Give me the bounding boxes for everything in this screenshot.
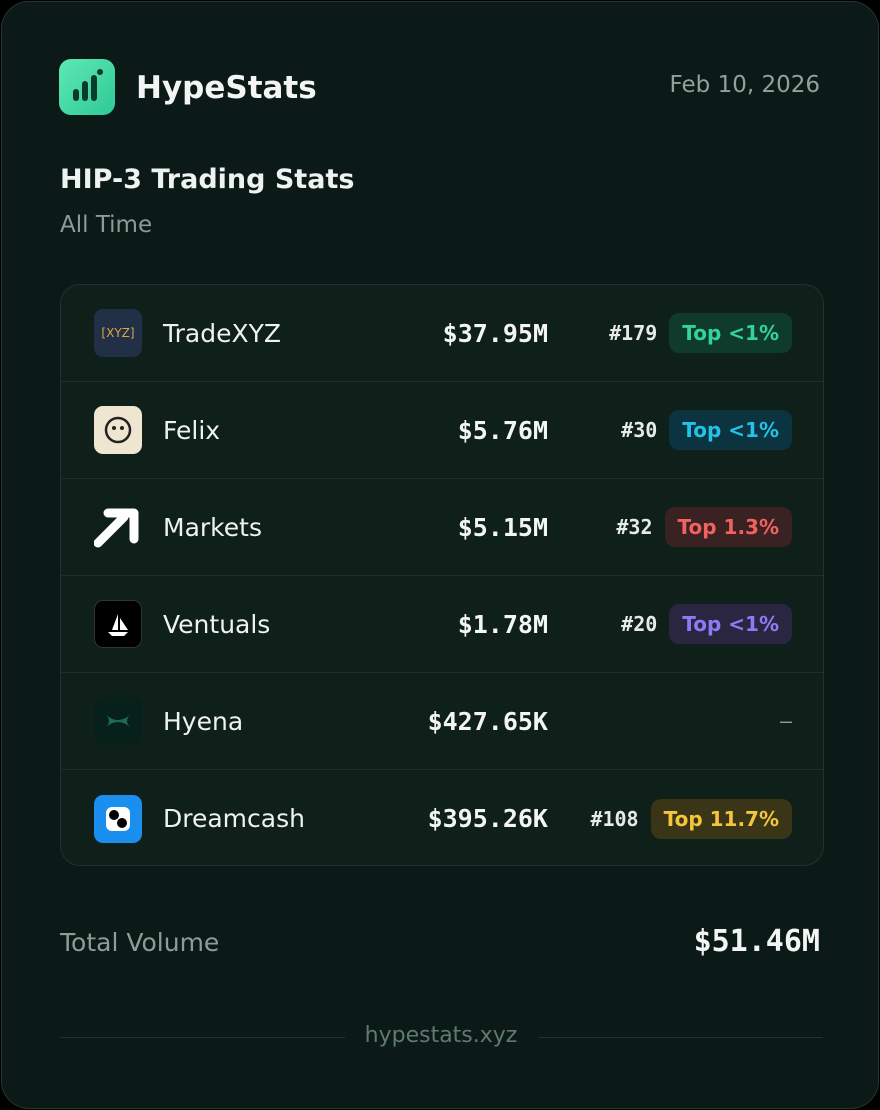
- row-badge: Top <1%: [669, 410, 792, 450]
- row-name: TradeXYZ: [163, 318, 281, 348]
- logo: [59, 59, 115, 115]
- row: Hyena $427.65K —: [61, 673, 823, 770]
- row-badge: Top <1%: [669, 313, 792, 353]
- row-name: Felix: [163, 415, 221, 445]
- logo-icon: [73, 69, 103, 101]
- row-badge: Top <1%: [669, 604, 792, 644]
- brand: HypeStats: [136, 70, 317, 106]
- row-volume: $427.65K: [427, 706, 548, 736]
- row-rank-group: #32 Top 1.3%: [548, 507, 792, 547]
- felix-icon: [104, 416, 132, 444]
- row-icon: [94, 600, 142, 648]
- row-name: Hyena: [163, 706, 244, 736]
- row: Dreamcash $395.26K #108 Top 11.7%: [61, 770, 823, 865]
- stats-table: [XYZ] TradeXYZ $37.95M #179 Top <1% Felix…: [60, 284, 824, 866]
- markets-icon: [94, 508, 139, 548]
- row-rank-group: #20 Top <1%: [548, 604, 792, 644]
- row-volume: $395.26K: [427, 804, 548, 833]
- ventuals-icon: [108, 614, 128, 636]
- row-rank-group: #30 Top <1%: [548, 410, 792, 450]
- row-rank: #179: [609, 321, 658, 345]
- row-name: Ventuals: [163, 609, 271, 639]
- dreamcash-icon: [106, 806, 130, 831]
- row-rank-group: #179 Top <1%: [548, 313, 792, 353]
- row-rank-group: #108 Top 11.7%: [548, 798, 792, 839]
- row-icon: [94, 794, 142, 843]
- row-name: Markets: [163, 512, 262, 542]
- row-icon: [XYZ]: [94, 309, 142, 357]
- row-rank-group: —: [548, 709, 792, 733]
- row-badge: Top 1.3%: [664, 507, 792, 547]
- row: Markets $5.15M #32 Top 1.3%: [61, 479, 823, 576]
- total-label: Total Volume: [60, 928, 220, 957]
- footer-line: [60, 1037, 345, 1038]
- row-volume: $5.76M: [457, 415, 548, 445]
- row-icon: [94, 406, 142, 454]
- row-icon: [94, 697, 142, 745]
- row-rank: #20: [621, 612, 658, 636]
- row-rank: #32: [616, 515, 653, 539]
- row-volume: $1.78M: [457, 609, 548, 639]
- footer: hypestats.xyz: [364, 1023, 518, 1048]
- subtitle: All Time: [60, 212, 153, 238]
- row-icon: [94, 503, 142, 551]
- footer-line: [539, 1037, 823, 1038]
- row: [XYZ] TradeXYZ $37.95M #179 Top <1%: [61, 285, 823, 382]
- row-rank: #108: [590, 806, 639, 831]
- row-rank: #30: [621, 418, 658, 442]
- hyena-icon: [106, 715, 130, 727]
- date: Feb 10, 2026: [669, 72, 820, 98]
- row-badge: Top 11.7%: [650, 798, 792, 839]
- total-value: $51.46M: [693, 924, 820, 959]
- logo-text: [XYZ]: [101, 326, 135, 340]
- row: Felix $5.76M #30 Top <1%: [61, 382, 823, 479]
- row-rank: —: [779, 709, 792, 733]
- row-volume: $37.95M: [442, 318, 548, 348]
- row: Ventuals $1.78M #20 Top <1%: [61, 576, 823, 673]
- title: HIP-3 Trading Stats: [60, 164, 355, 195]
- row-volume: $5.15M: [457, 512, 548, 542]
- row-name: Dreamcash: [163, 804, 305, 833]
